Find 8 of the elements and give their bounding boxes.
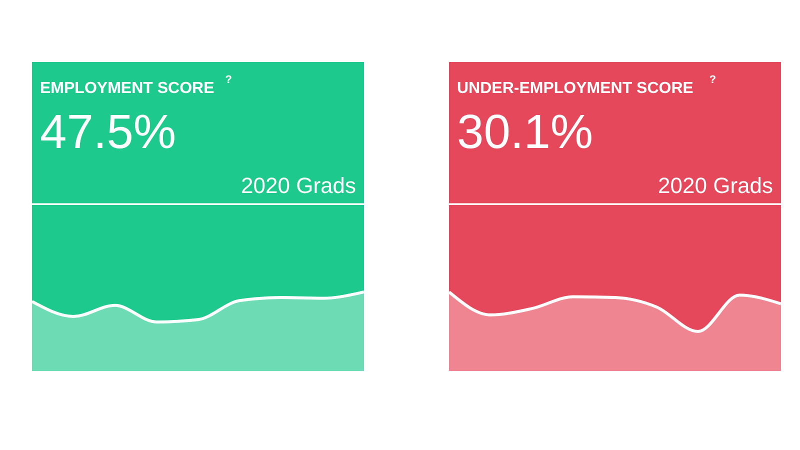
chart-title: UNDER-EMPLOYMENT SCORE [457,80,694,97]
text: ? [225,74,232,86]
text: ? [709,74,716,86]
text: 47.5% [40,106,176,159]
text: 2020 Grads [658,173,773,198]
text: 2020 Grads [241,173,356,198]
chart-title: EMPLOYMENT SCORE [40,80,215,97]
text: 30.1% [457,106,594,159]
